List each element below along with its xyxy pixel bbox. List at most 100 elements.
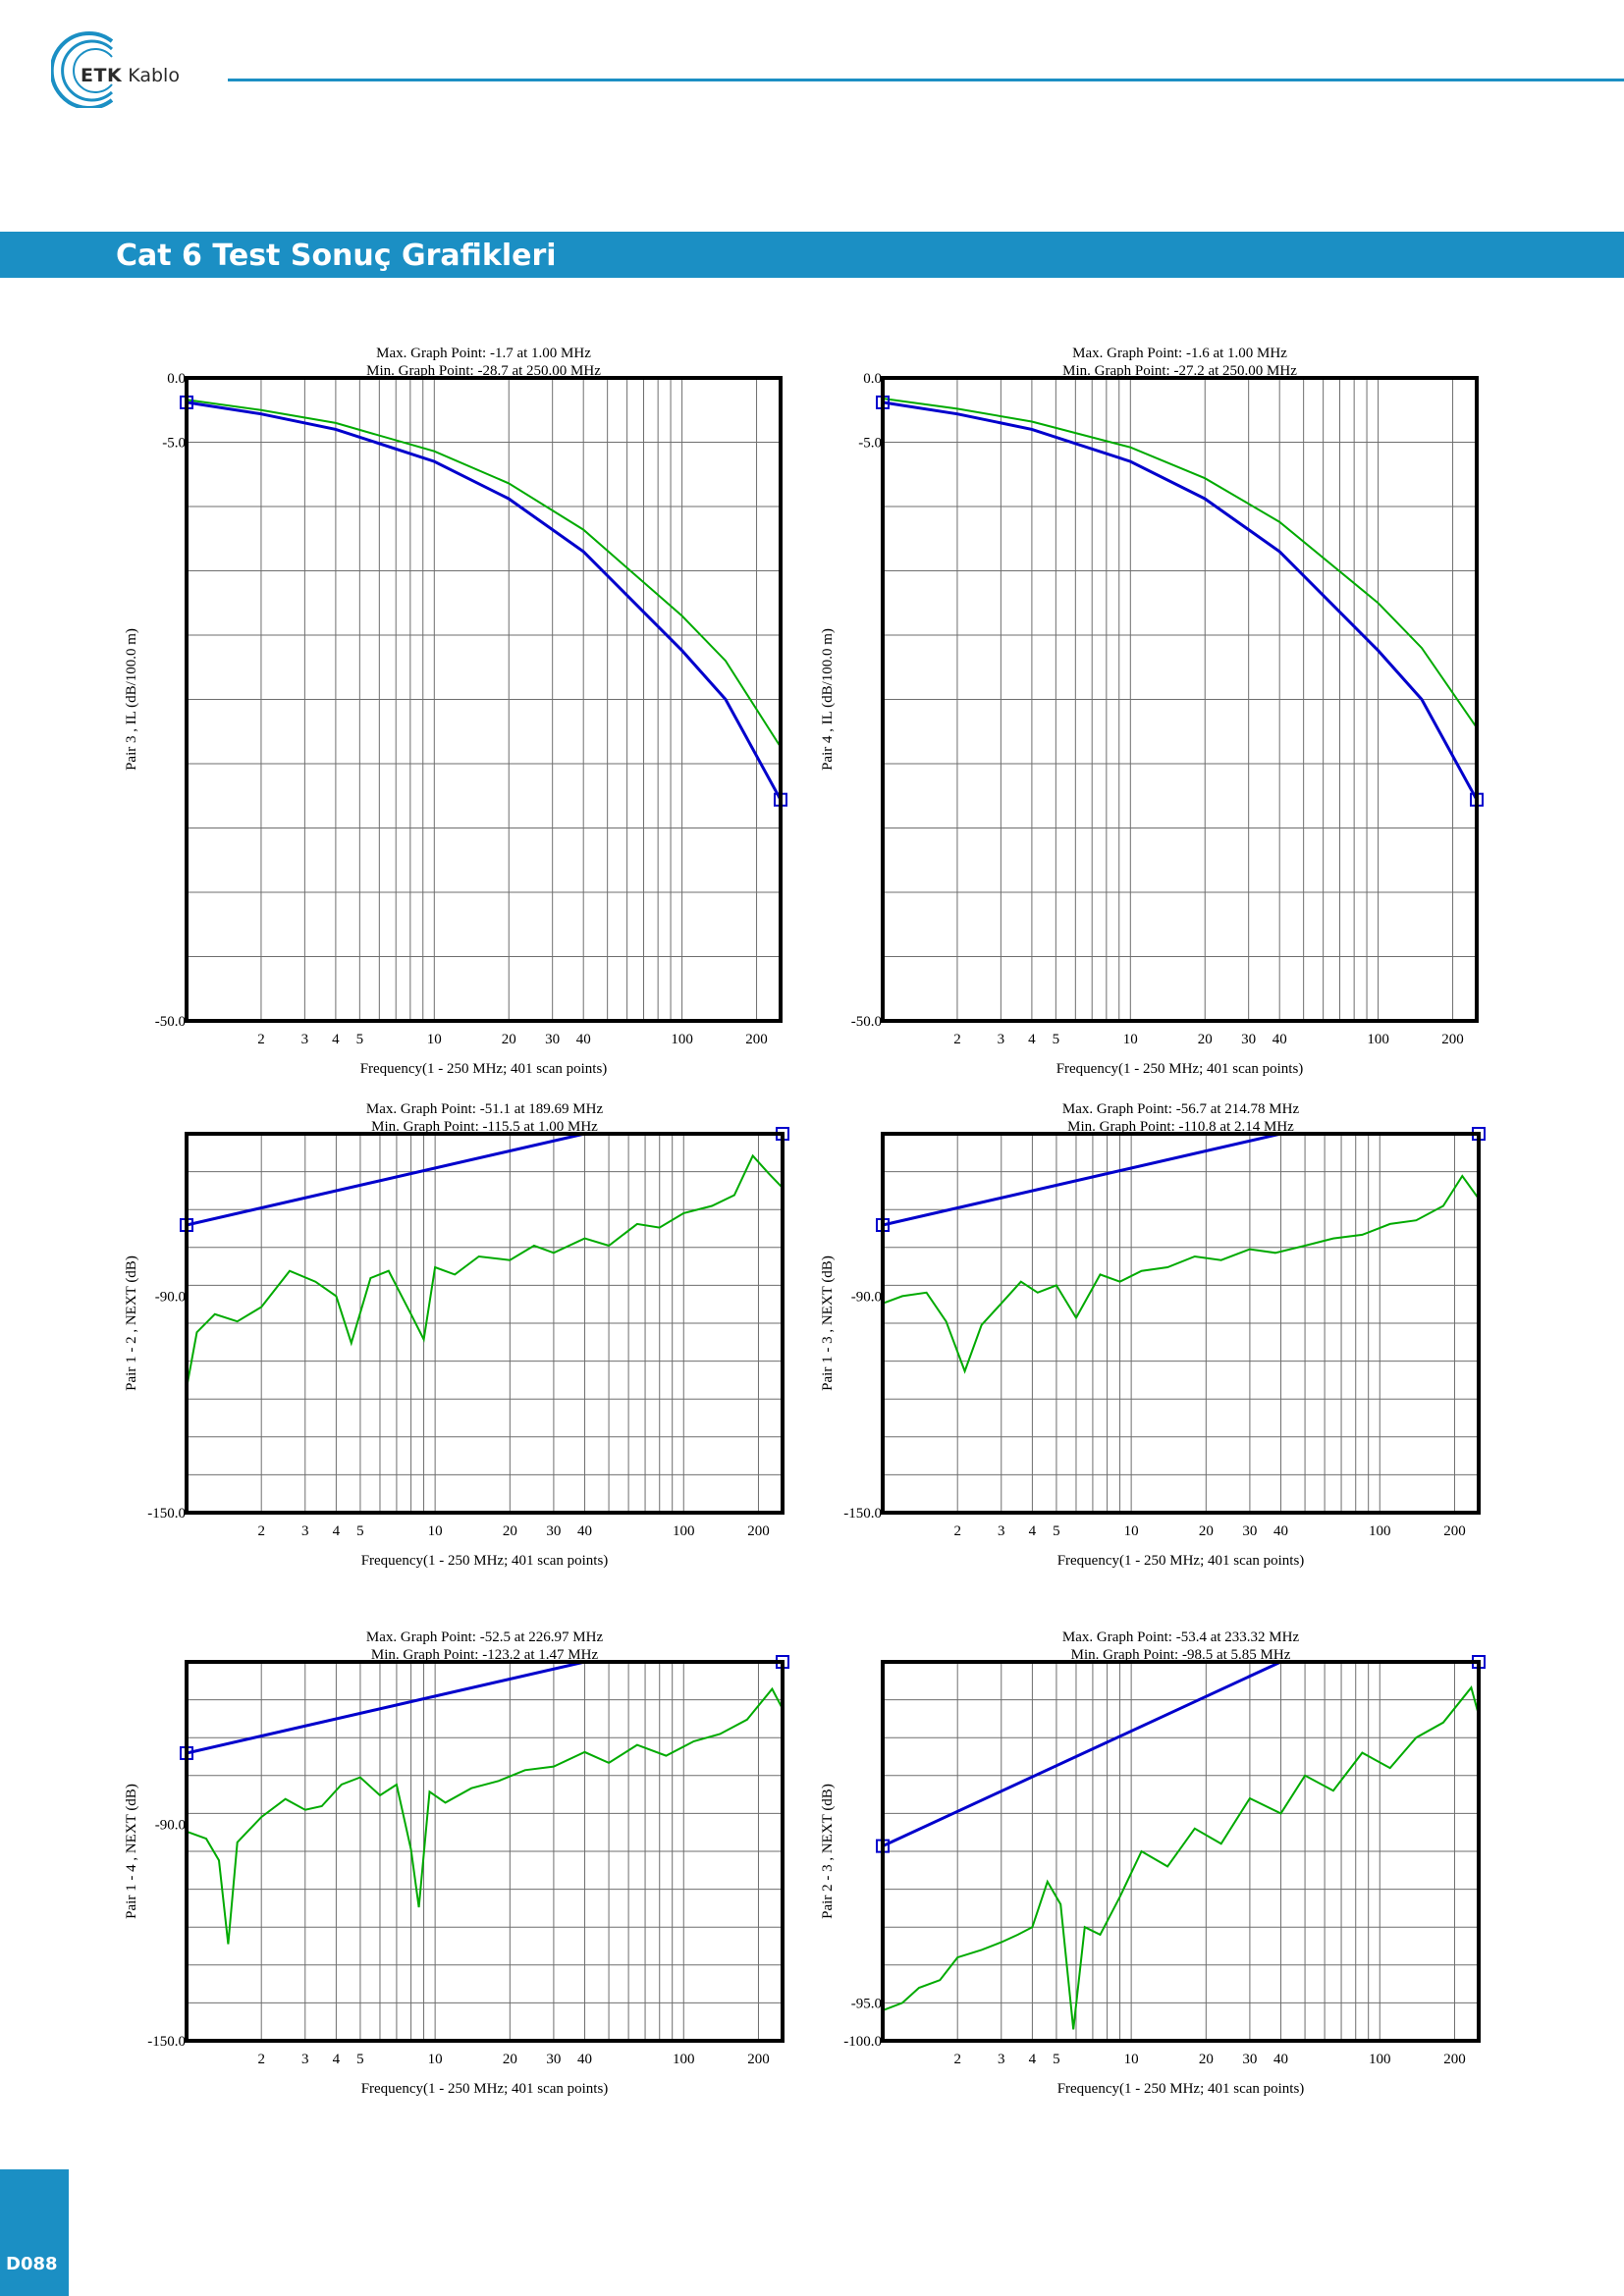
- limit-marker: [876, 395, 890, 409]
- max-graph-point-label: Max. Graph Point: -52.5 at 226.97 MHz: [366, 1629, 604, 1645]
- x-tick-label: 3: [998, 1523, 1005, 1539]
- x-tick-label: 30: [1242, 1523, 1257, 1539]
- logo-text: ETK Kablo: [81, 65, 180, 86]
- limit-marker: [776, 1655, 789, 1669]
- series-measured-line: [186, 399, 782, 748]
- y-tick-label: -50.0: [155, 1014, 186, 1030]
- x-tick-label: 5: [1053, 1032, 1060, 1047]
- min-graph-point-label: Min. Graph Point: -110.8 at 2.14 MHz: [1067, 1119, 1294, 1135]
- series-limit-line: [186, 400, 783, 801]
- y-tick-label: -95.0: [851, 1996, 882, 2011]
- x-axis-title: Frequency(1 - 250 MHz; 401 scan points): [1056, 1061, 1304, 1077]
- x-tick-label: 200: [745, 1032, 768, 1047]
- limit-marker: [180, 1218, 193, 1233]
- x-tick-label: 200: [747, 2052, 770, 2067]
- series-limit-line: [882, 400, 1479, 801]
- max-graph-point-label: Max. Graph Point: -56.7 at 214.78 MHz: [1062, 1101, 1300, 1117]
- x-tick-label: 10: [1123, 1032, 1138, 1047]
- x-tick-label: 200: [747, 1523, 770, 1539]
- chart-1: 2 3 4 5 10 20 30 40 100 200 0.0 -5.0 -50.0 Max. Graph…: [124, 346, 787, 1077]
- min-graph-point-label: Min. Graph Point: -115.5 at 1.00 MHz: [371, 1119, 598, 1135]
- x-tick-label: 4: [332, 1032, 340, 1047]
- y-tick-label: -5.0: [162, 436, 186, 452]
- y-tick-label: -150.0: [147, 2034, 186, 2050]
- y-axis-title: Pair 3 , IL (dB/100.0 m): [124, 628, 139, 771]
- x-tick-label: 5: [356, 2052, 364, 2067]
- x-tick-label: 20: [1198, 1032, 1213, 1047]
- max-graph-point-label: Max. Graph Point: -51.1 at 189.69 MHz: [366, 1101, 604, 1117]
- x-axis-title: Frequency(1 - 250 MHz; 401 scan points): [361, 1553, 609, 1569]
- limit-marker: [776, 1127, 789, 1141]
- x-axis-title: Frequency(1 - 250 MHz; 401 scan points): [360, 1061, 608, 1077]
- x-tick-label: 2: [257, 1032, 265, 1047]
- chart-5: 2 3 4 5 10 20 30 40 100 200 -90.0 -150.0 Max. Graph …: [124, 1629, 789, 2097]
- x-tick-label: 30: [546, 1523, 561, 1539]
- y-tick-label: -90.0: [155, 1817, 186, 1833]
- min-graph-point-label: Min. Graph Point: -98.5 at 5.85 MHz: [1071, 1647, 1291, 1663]
- plot-frame: [185, 376, 783, 1023]
- x-tick-label: 30: [546, 2052, 561, 2067]
- x-tick-label: 3: [301, 1032, 309, 1047]
- x-tick-label: 200: [1441, 1032, 1464, 1047]
- series-limit-line: [186, 1132, 783, 1227]
- y-axis-title: Pair 4 , IL (dB/100.0 m): [820, 628, 836, 771]
- y-tick-label: -150.0: [147, 1506, 186, 1522]
- x-tick-label: 20: [503, 1523, 517, 1539]
- x-tick-label: 200: [1443, 1523, 1466, 1539]
- x-tick-label: 5: [356, 1523, 364, 1539]
- x-tick-label: 10: [428, 2052, 443, 2067]
- plot-frame: [185, 1132, 785, 1515]
- title-banner: Cat 6 Test Sonuç Grafikleri: [0, 232, 1624, 278]
- x-tick-label: 4: [1029, 2052, 1037, 2067]
- x-tick-label: 2: [953, 2052, 961, 2067]
- max-graph-point-label: Max. Graph Point: -53.4 at 233.32 MHz: [1062, 1629, 1300, 1645]
- limit-marker: [1472, 1655, 1486, 1669]
- limit-marker: [876, 1218, 890, 1233]
- x-tick-label: 2: [257, 1523, 265, 1539]
- x-tick-label: 4: [333, 2052, 341, 2067]
- y-tick-label: -5.0: [858, 436, 882, 452]
- x-tick-label: 5: [1053, 2052, 1060, 2067]
- x-tick-label: 3: [301, 1523, 309, 1539]
- x-tick-label: 20: [1199, 2052, 1214, 2067]
- series-limit-line: [186, 1660, 783, 1755]
- plot-frame: [881, 1132, 1481, 1515]
- x-tick-label: 40: [577, 1523, 592, 1539]
- chart-3: 2 3 4 5 10 20 30 40 100 200 -90.0 -150.0 Max. Graph …: [124, 1101, 789, 1569]
- x-tick-label: 30: [1242, 2052, 1257, 2067]
- limit-marker: [1470, 792, 1484, 807]
- x-axis-title: Frequency(1 - 250 MHz; 401 scan points): [1057, 1553, 1305, 1569]
- x-tick-label: 40: [1272, 1032, 1287, 1047]
- x-tick-label: 200: [1443, 2052, 1466, 2067]
- y-axis-title: Pair 1 - 3 , NEXT (dB): [820, 1255, 836, 1391]
- max-graph-point-label: Max. Graph Point: -1.6 at 1.00 MHz: [1072, 346, 1287, 361]
- x-tick-label: 10: [427, 1032, 442, 1047]
- y-tick-label: -90.0: [851, 1289, 882, 1305]
- y-tick-label: -150.0: [843, 1506, 882, 1522]
- x-tick-label: 3: [301, 2052, 309, 2067]
- limit-marker: [876, 1839, 890, 1853]
- x-tick-label: 10: [1124, 1523, 1139, 1539]
- x-tick-label: 40: [577, 2052, 592, 2067]
- y-axis-title: Pair 1 - 4 , NEXT (dB): [124, 1784, 139, 1919]
- min-graph-point-label: Min. Graph Point: -123.2 at 1.47 MHz: [371, 1647, 599, 1663]
- x-tick-label: 30: [1241, 1032, 1256, 1047]
- max-graph-point-label: Max. Graph Point: -1.7 at 1.00 MHz: [376, 346, 591, 361]
- x-tick-label: 5: [356, 1032, 364, 1047]
- x-tick-label: 3: [998, 1032, 1005, 1047]
- chart-2: 2 3 4 5 10 20 30 40 100 200 0.0 -5.0 -50.0 Max. Graph…: [820, 346, 1484, 1077]
- logo-text-bold: ETK: [81, 65, 123, 86]
- y-tick-label: 0.0: [167, 371, 186, 387]
- x-tick-label: 100: [671, 1032, 693, 1047]
- series-limit-line: [882, 1132, 1479, 1227]
- series-measured-line: [186, 1153, 784, 1389]
- logo-arcs-icon: [49, 31, 114, 110]
- series-measured-line: [882, 1174, 1480, 1374]
- logo-text-light: Kablo: [128, 65, 180, 86]
- limit-marker: [180, 1746, 193, 1761]
- y-tick-label: 0.0: [863, 371, 882, 387]
- y-axis-title: Pair 2 - 3 , NEXT (dB): [820, 1784, 836, 1919]
- x-tick-label: 20: [502, 1032, 516, 1047]
- x-tick-label: 40: [576, 1032, 591, 1047]
